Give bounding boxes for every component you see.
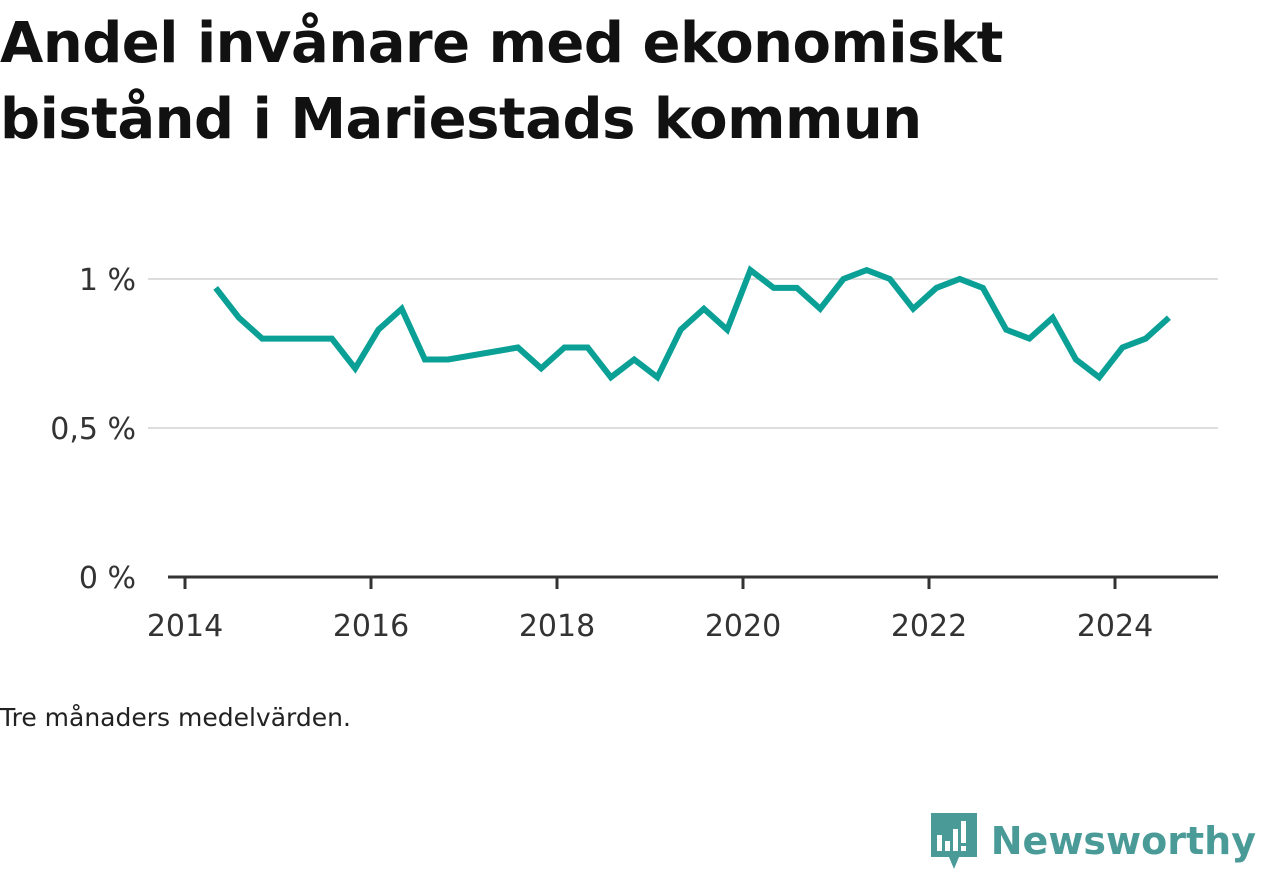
gridlines [148, 278, 1218, 429]
x-axis: 2014 2016 2018 2020 2022 2024 [147, 575, 1218, 644]
y-tick-label: 1 % [79, 263, 136, 298]
y-tick-label: 0,5 % [50, 412, 136, 447]
x-tick-label: 2014 [147, 609, 223, 644]
brand-name: Newsworthy [990, 819, 1256, 863]
line-chart: 0 % 0,5 % 1 % 2014 2016 2018 2020 2022 2024 [50, 263, 1218, 644]
brand-logo: Newsworthy [929, 811, 1256, 871]
x-tick-label: 2018 [519, 609, 595, 644]
chart-note: Tre månaders medelvärden. [0, 703, 351, 732]
newsworthy-logo-icon [930, 813, 977, 869]
x-tick-label: 2020 [705, 609, 781, 644]
x-tick-label: 2022 [891, 609, 967, 644]
x-tick-label: 2024 [1077, 609, 1153, 644]
chart-title: Andel invånare med ekonomiskt bistånd i … [0, 11, 1003, 152]
x-tick-label: 2016 [333, 609, 409, 644]
y-axis-labels: 0 % 0,5 % 1 % [50, 263, 136, 596]
series-line [213, 265, 1171, 382]
series-layer [213, 265, 1171, 382]
y-tick-label: 0 % [79, 561, 136, 596]
